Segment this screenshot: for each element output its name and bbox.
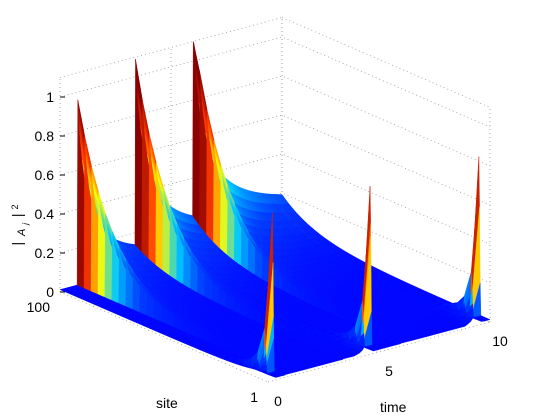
top-edge bbox=[59, 17, 283, 78]
z-axis-label: | A j | 2 bbox=[9, 205, 31, 246]
surface-patch bbox=[479, 316, 491, 321]
top-edge bbox=[281, 17, 491, 108]
z-tick-label: 0.4 bbox=[35, 206, 55, 222]
time-gridline-floor bbox=[59, 291, 269, 383]
z-gridline bbox=[59, 153, 491, 245]
time-tick-label: 10 bbox=[492, 333, 508, 349]
z-axis-label-subscript: j bbox=[21, 223, 30, 226]
z-axis-label-power: 2 bbox=[10, 205, 20, 210]
z-axis-label-symbol: A bbox=[16, 229, 28, 237]
z-gridline bbox=[59, 114, 491, 206]
z-axis-label-bar-right: | bbox=[9, 213, 25, 217]
x-axis-label: time bbox=[380, 399, 407, 415]
y-axis-label: site bbox=[156, 395, 178, 411]
z-tick-label: 0.2 bbox=[35, 245, 55, 261]
surface-layer bbox=[59, 41, 491, 378]
z-gridline bbox=[59, 36, 491, 128]
z-tick-label: 1 bbox=[46, 89, 54, 105]
site-tick-label: 1 bbox=[250, 389, 258, 405]
z-tick-label: 0 bbox=[46, 284, 54, 300]
z-axis-label-bar-left: | bbox=[9, 242, 25, 246]
z-gridline bbox=[59, 192, 491, 284]
z-tick-label: 0.6 bbox=[35, 167, 55, 183]
time-tick-label: 0 bbox=[274, 393, 282, 409]
site-tick-label: 100 bbox=[27, 299, 51, 315]
z-gridline bbox=[59, 75, 491, 167]
time-tick-label: 5 bbox=[385, 363, 393, 379]
z-tick-label: 0.8 bbox=[35, 128, 55, 144]
